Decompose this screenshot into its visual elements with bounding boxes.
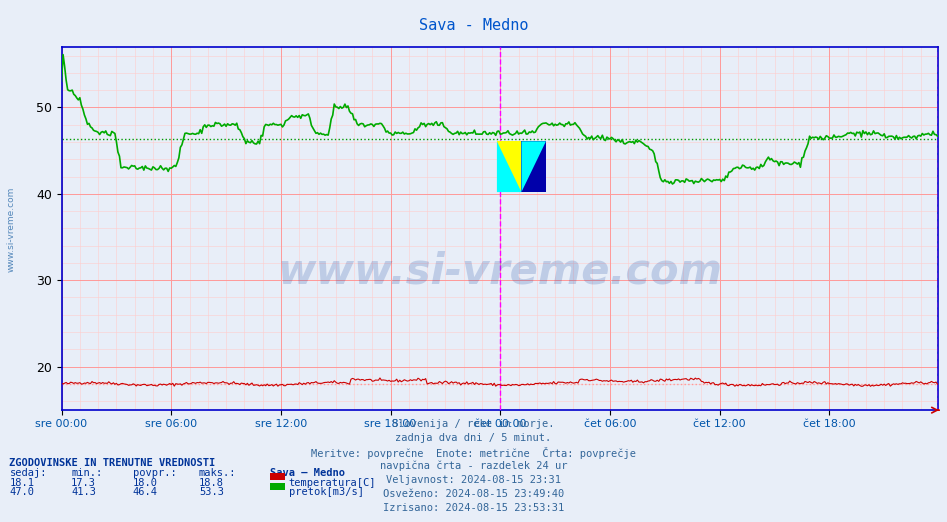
Text: ZGODOVINSKE IN TRENUTNE VREDNOSTI: ZGODOVINSKE IN TRENUTNE VREDNOSTI — [9, 458, 216, 468]
Text: Veljavnost: 2024-08-15 23:31: Veljavnost: 2024-08-15 23:31 — [386, 475, 561, 485]
Text: Slovenija / reke in morje.: Slovenija / reke in morje. — [392, 419, 555, 429]
Text: pretok[m3/s]: pretok[m3/s] — [289, 487, 364, 497]
Text: 18.8: 18.8 — [199, 478, 223, 488]
Text: 47.0: 47.0 — [9, 487, 34, 497]
Text: Meritve: povprečne  Enote: metrične  Črta: povprečje: Meritve: povprečne Enote: metrične Črta:… — [311, 447, 636, 459]
Text: www.si-vreme.com: www.si-vreme.com — [7, 187, 16, 272]
Text: min.:: min.: — [71, 468, 102, 478]
Bar — [522, 141, 546, 192]
Bar — [497, 141, 522, 192]
Text: Sava – Medno: Sava – Medno — [270, 468, 345, 478]
Text: maks.:: maks.: — [199, 468, 237, 478]
Text: 41.3: 41.3 — [71, 487, 96, 497]
Text: 53.3: 53.3 — [199, 487, 223, 497]
Text: Izrisano: 2024-08-15 23:53:31: Izrisano: 2024-08-15 23:53:31 — [383, 503, 564, 513]
Text: sedaj:: sedaj: — [9, 468, 47, 478]
Text: temperatura[C]: temperatura[C] — [289, 478, 376, 488]
Text: 18.1: 18.1 — [9, 478, 34, 488]
Text: www.si-vreme.com: www.si-vreme.com — [277, 251, 722, 293]
Text: 18.0: 18.0 — [133, 478, 157, 488]
Text: Sava - Medno: Sava - Medno — [419, 18, 528, 33]
Text: 46.4: 46.4 — [133, 487, 157, 497]
Text: Osveženo: 2024-08-15 23:49:40: Osveženo: 2024-08-15 23:49:40 — [383, 489, 564, 499]
Text: zadnja dva dni / 5 minut.: zadnja dva dni / 5 minut. — [396, 433, 551, 443]
Polygon shape — [522, 141, 546, 192]
Text: 17.3: 17.3 — [71, 478, 96, 488]
Polygon shape — [497, 141, 522, 192]
Text: navpična črta - razdelek 24 ur: navpična črta - razdelek 24 ur — [380, 461, 567, 471]
Text: povpr.:: povpr.: — [133, 468, 176, 478]
